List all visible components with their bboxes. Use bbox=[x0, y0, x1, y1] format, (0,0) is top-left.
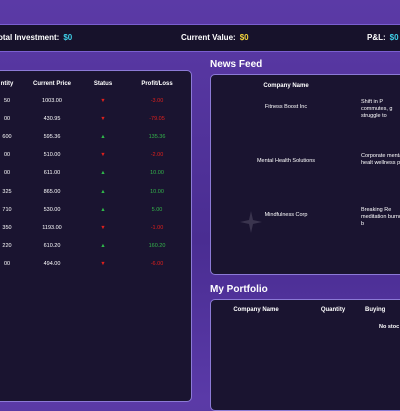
price-cell: 610.20 bbox=[43, 242, 61, 249]
news-headline-cell: Breaking Re meditation burnout b bbox=[361, 207, 400, 227]
market-table-body: 50 1003.00 ▼ -3.00 00 430.95 ▼ -79.05 600 595.36 ▲… bbox=[0, 92, 191, 273]
sparkle-icon bbox=[240, 211, 262, 233]
arrow-down-icon: ▼ bbox=[100, 116, 106, 123]
market-panel: ntity Current Price Status Profit/Loss 5… bbox=[0, 70, 192, 402]
col-current-price: Current Price bbox=[32, 81, 71, 87]
quantity-cell: 00 bbox=[3, 260, 11, 267]
price-cell: 1193.00 bbox=[42, 224, 62, 231]
portfolio-panel: Company Name Quantity Buying No stoc bbox=[210, 299, 400, 411]
profit-loss: P&L: $0 bbox=[367, 33, 399, 42]
col-profit-loss: Profit/Loss bbox=[141, 81, 173, 87]
arrow-up-icon: ▲ bbox=[100, 170, 106, 177]
price-cell: 494.00 bbox=[43, 260, 61, 267]
portfolio-table-header: Company Name Quantity Buying bbox=[211, 302, 400, 318]
market-row: 710 530.00 ▲ 5.00 bbox=[0, 201, 191, 219]
col-portfolio-buying: Buying bbox=[365, 307, 386, 313]
quantity-cell: 325 bbox=[2, 188, 12, 195]
quantity-cell: 220 bbox=[2, 242, 12, 249]
summary-bar: otal Investment: $0 Current Value: $0 P&L:… bbox=[0, 24, 400, 52]
news-company-cell: Mindfulness Corp bbox=[264, 212, 308, 218]
news-company-cell: Fitness Boost Inc bbox=[264, 104, 308, 110]
price-cell: 865.00 bbox=[43, 188, 61, 195]
total-investment-label: otal Investment: bbox=[0, 33, 60, 42]
news-row[interactable]: Mindfulness Corp Breaking Re meditation b… bbox=[211, 202, 400, 256]
arrow-up-icon: ▲ bbox=[100, 206, 106, 213]
news-feed-title: News Feed bbox=[210, 59, 263, 70]
market-row: 00 510.00 ▼ -2.00 bbox=[0, 146, 191, 164]
profit-loss-cell: -79.05 bbox=[149, 116, 165, 123]
arrow-up-icon: ▲ bbox=[100, 242, 106, 249]
profit-loss-cell: 160.20 bbox=[148, 242, 166, 249]
price-cell: 510.00 bbox=[43, 152, 61, 159]
market-row: 50 1003.00 ▼ -3.00 bbox=[0, 92, 191, 110]
portfolio-title: My Portfolio bbox=[210, 284, 268, 295]
pl-value: $0 bbox=[389, 33, 399, 42]
market-row: 220 610.20 ▲ 160.20 bbox=[0, 237, 191, 255]
col-portfolio-quantity: Quantity bbox=[320, 307, 346, 313]
market-table: ntity Current Price Status Profit/Loss 5… bbox=[0, 76, 191, 273]
current-value-value: $0 bbox=[239, 33, 249, 42]
news-row[interactable]: Fitness Boost Inc Shift in P commutes, g … bbox=[211, 94, 400, 148]
news-row[interactable]: Mental Health Solutions Corporate mental … bbox=[211, 148, 400, 202]
arrow-down-icon: ▼ bbox=[100, 260, 106, 267]
market-row: 350 1193.00 ▼ -1.00 bbox=[0, 219, 191, 237]
news-company-cell: Mental Health Solutions bbox=[256, 158, 316, 164]
profit-loss-cell: -1.00 bbox=[150, 224, 164, 231]
price-cell: 611.00 bbox=[43, 170, 61, 177]
portfolio-empty-text: No stoc bbox=[379, 324, 400, 330]
market-row: 00 430.95 ▼ -79.05 bbox=[0, 110, 191, 128]
pl-label: P&L: bbox=[367, 33, 386, 42]
price-cell: 530.00 bbox=[43, 206, 61, 213]
news-headline-cell: Shift in P commutes, g struggle to bbox=[361, 99, 393, 119]
col-status: Status bbox=[93, 81, 113, 87]
price-cell: 430.95 bbox=[43, 116, 61, 123]
profit-loss-cell: -2.00 bbox=[150, 152, 164, 159]
quantity-cell: 00 bbox=[3, 116, 11, 123]
market-table-header: ntity Current Price Status Profit/Loss bbox=[0, 76, 191, 92]
profit-loss-cell: 10.00 bbox=[150, 188, 164, 195]
market-row: 325 865.00 ▲ 10.00 bbox=[0, 182, 191, 200]
quantity-cell: 350 bbox=[2, 224, 12, 231]
market-row: 600 595.36 ▲ 135.36 bbox=[0, 128, 191, 146]
profit-loss-cell: 5.00 bbox=[151, 206, 163, 213]
news-table-body: Fitness Boost Inc Shift in P commutes, g … bbox=[211, 94, 400, 256]
news-headline-cell: Corporate mental healt wellness pro bbox=[361, 153, 400, 166]
price-cell: 595.36 bbox=[43, 134, 61, 141]
current-value: Current Value: $0 bbox=[181, 33, 249, 42]
quantity-cell: 710 bbox=[2, 206, 12, 213]
portfolio-table: Company Name Quantity Buying bbox=[211, 302, 400, 318]
arrow-up-icon: ▲ bbox=[100, 134, 106, 141]
col-company-name: Company Name bbox=[263, 83, 309, 89]
current-value-label: Current Value: bbox=[181, 33, 236, 42]
market-row: 00 611.00 ▲ 10.00 bbox=[0, 164, 191, 182]
arrow-down-icon: ▼ bbox=[100, 152, 106, 159]
col-headline bbox=[361, 78, 400, 94]
quantity-cell: 600 bbox=[2, 134, 12, 141]
profit-loss-cell: -6.00 bbox=[150, 260, 164, 267]
arrow-up-icon: ▲ bbox=[100, 188, 106, 195]
quantity-cell: 00 bbox=[3, 170, 11, 177]
news-panel: Company Name Fitness Boost Inc Shift in P… bbox=[210, 74, 400, 275]
col-portfolio-company: Company Name bbox=[233, 307, 279, 313]
price-cell: 1003.00 bbox=[42, 98, 62, 105]
total-investment-value: $0 bbox=[63, 33, 73, 42]
arrow-down-icon: ▼ bbox=[100, 224, 106, 231]
col-quantity: ntity bbox=[0, 81, 14, 87]
total-investment: otal Investment: $0 bbox=[0, 33, 72, 42]
quantity-cell: 50 bbox=[3, 98, 11, 105]
profit-loss-cell: -3.00 bbox=[150, 98, 164, 105]
arrow-down-icon: ▼ bbox=[100, 98, 106, 105]
news-table: Company Name Fitness Boost Inc Shift in P… bbox=[211, 78, 400, 256]
quantity-cell: 00 bbox=[3, 152, 11, 159]
profit-loss-cell: 10.00 bbox=[150, 170, 164, 177]
market-row: 00 494.00 ▼ -6.00 bbox=[0, 255, 191, 273]
profit-loss-cell: 135.36 bbox=[148, 134, 166, 141]
news-table-header: Company Name bbox=[211, 78, 400, 94]
